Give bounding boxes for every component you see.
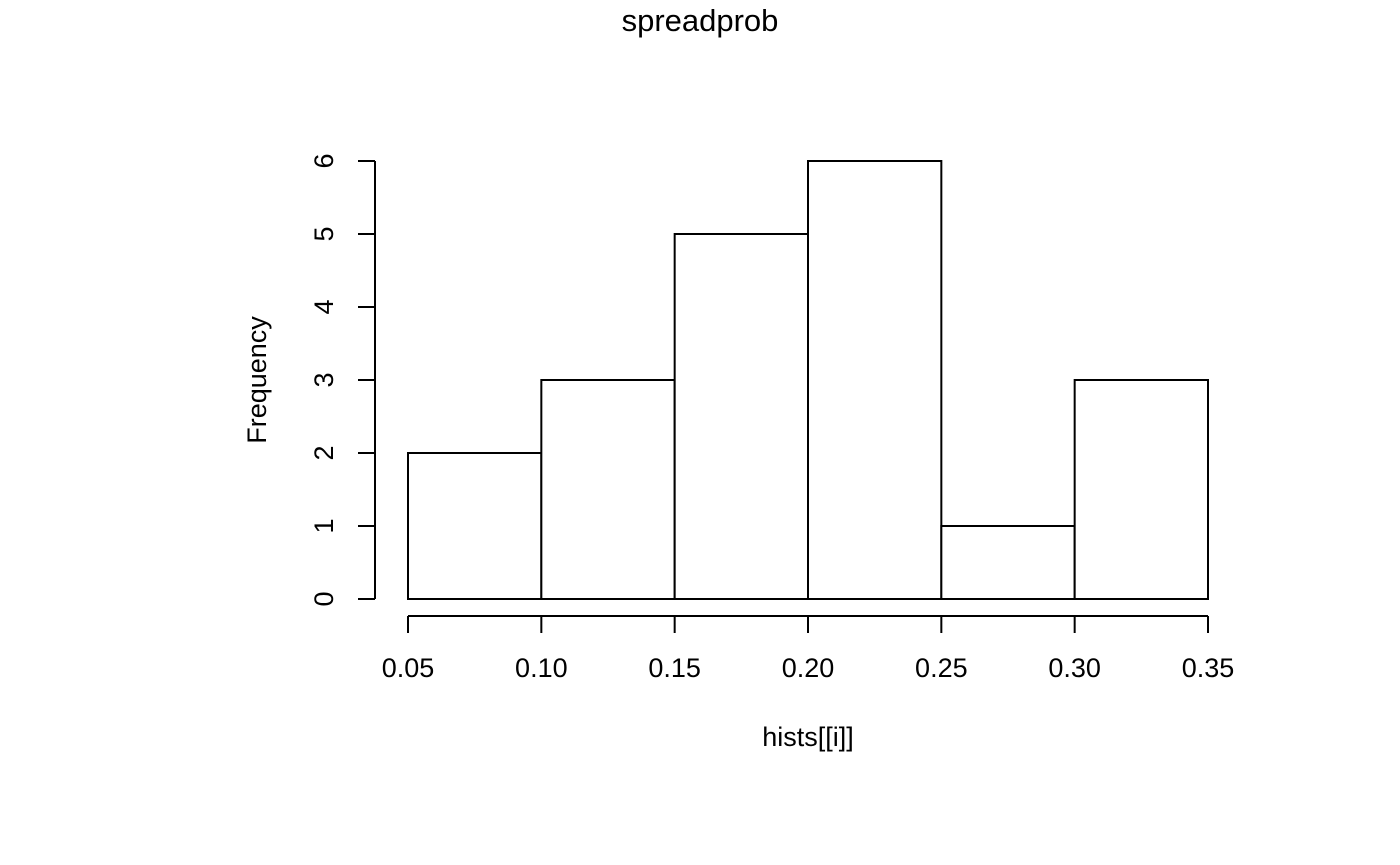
bars-group: [407, 160, 1209, 600]
y-tick-label: 2: [309, 445, 339, 460]
x-tick-label: 0.25: [915, 653, 968, 683]
y-tick-label: 0: [309, 591, 339, 606]
x-tick-label: 0.20: [782, 653, 835, 683]
histogram-bar: [540, 379, 676, 600]
y-axis: 0 1 2 3 4 5 6: [309, 153, 376, 607]
y-tick-label: 1: [309, 518, 339, 533]
y-tick-label: 6: [309, 153, 339, 168]
y-tick-label: 5: [309, 226, 339, 241]
histogram-bar: [940, 525, 1076, 600]
y-tick-label: 4: [309, 299, 339, 314]
x-tick-label: 0.30: [1048, 653, 1101, 683]
histogram-bar: [407, 452, 543, 600]
histogram-bar: [673, 233, 810, 600]
x-axis-label: hists[[i]]: [762, 722, 854, 752]
chart-title: spreadprob: [622, 3, 779, 38]
x-tick-label: 0.10: [515, 653, 568, 683]
x-tick-label: 0.35: [1182, 653, 1235, 683]
histogram-bar: [1073, 379, 1209, 600]
histogram-bar: [807, 160, 943, 600]
x-tick-label: 0.15: [648, 653, 701, 683]
x-axis: 0.05 0.10 0.15 0.20 0.25 0.30 0.35: [382, 615, 1235, 683]
y-axis-label: Frequency: [242, 316, 272, 444]
x-tick-label: 0.05: [382, 653, 435, 683]
y-tick-label: 3: [309, 372, 339, 387]
